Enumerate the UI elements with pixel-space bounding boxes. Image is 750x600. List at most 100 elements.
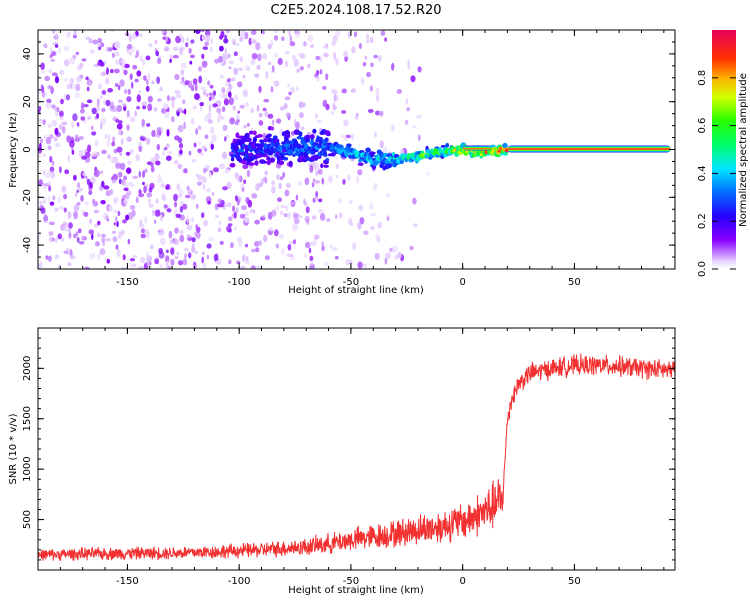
heatmap-cell bbox=[315, 171, 318, 177]
heatmap-cell bbox=[63, 207, 67, 213]
heatmap-cell bbox=[343, 50, 348, 57]
heatmap-cell bbox=[106, 140, 110, 147]
heatmap-cell bbox=[139, 136, 145, 141]
heatmap-cell bbox=[201, 60, 208, 68]
heatmap-cell bbox=[281, 36, 285, 41]
heatmap-cell bbox=[203, 265, 207, 269]
heatmap-cell bbox=[54, 142, 61, 148]
heatmap-cell bbox=[40, 207, 46, 215]
heatmap-cell bbox=[230, 242, 234, 249]
heatmap-cell bbox=[375, 87, 380, 96]
heatmap-cell bbox=[335, 163, 339, 170]
heatmap-cell bbox=[96, 107, 101, 112]
heatmap-cell bbox=[40, 84, 44, 91]
heatmap-cell bbox=[170, 116, 175, 123]
heatmap-cell bbox=[195, 128, 198, 135]
heatmap-cell bbox=[235, 207, 239, 214]
x-tick-label: -50 bbox=[343, 576, 359, 587]
heatmap-y-axis-label: Frequency (Hz) bbox=[8, 112, 19, 188]
heatmap-cell bbox=[237, 236, 243, 244]
heatmap-cell bbox=[290, 86, 295, 94]
heatmap-cell bbox=[330, 244, 333, 249]
heatmap-cell bbox=[237, 81, 243, 88]
heatmap-cell bbox=[194, 83, 198, 92]
colorbar-ticks: 0.0 0.2 0.4 0.6 0.8 bbox=[697, 70, 736, 277]
heatmap-cell bbox=[152, 210, 156, 214]
heatmap-cell bbox=[163, 204, 168, 209]
heatmap-cell bbox=[165, 155, 172, 161]
heatmap-cell bbox=[131, 32, 137, 40]
heatmap-cell bbox=[359, 217, 365, 225]
heatmap-cell bbox=[405, 98, 409, 105]
heatmap-cell bbox=[162, 103, 169, 110]
heatmap-cell bbox=[159, 264, 163, 268]
heatmap-cell bbox=[116, 249, 121, 257]
heatmap-cell bbox=[101, 90, 107, 95]
heatmap-cell bbox=[224, 34, 228, 40]
heatmap-cell bbox=[179, 229, 184, 235]
heatmap-cell bbox=[138, 33, 143, 38]
heatmap-cell bbox=[225, 30, 230, 34]
heatmap-cell bbox=[57, 233, 62, 240]
heatmap-cell bbox=[228, 97, 234, 106]
heatmap-cell bbox=[208, 104, 212, 113]
heatmap-cell bbox=[88, 38, 93, 44]
heatmap-cell bbox=[230, 77, 236, 82]
heatmap-ridge-cell bbox=[324, 130, 331, 136]
heatmap-cell bbox=[305, 241, 311, 249]
heatmap-cell bbox=[185, 194, 191, 199]
heatmap-ridge-cell bbox=[309, 134, 315, 140]
heatmap-cell bbox=[362, 61, 367, 67]
heatmap-cell bbox=[250, 210, 254, 214]
heatmap-cell bbox=[130, 183, 135, 188]
heatmap-cell bbox=[138, 189, 142, 195]
heatmap-cell bbox=[293, 58, 299, 67]
heatmap-cell bbox=[84, 266, 90, 269]
heatmap-cell bbox=[43, 153, 46, 158]
heatmap-cell bbox=[82, 171, 86, 177]
heatmap-cell bbox=[59, 110, 64, 118]
heatmap-cell bbox=[126, 136, 132, 142]
heatmap-cell bbox=[412, 125, 417, 129]
heatmap-cell bbox=[292, 239, 297, 245]
heatmap-y-ticks: -40 -20 0 20 40 bbox=[22, 29, 675, 270]
heatmap-cell bbox=[353, 31, 358, 38]
heatmap-cell bbox=[91, 233, 94, 241]
heatmap-cell bbox=[149, 182, 155, 190]
heatmap-cell bbox=[117, 231, 122, 240]
heatmap-cell bbox=[309, 44, 315, 49]
heatmap-cell bbox=[221, 151, 228, 160]
heatmap-cell bbox=[242, 74, 246, 79]
heatmap-cell bbox=[140, 233, 147, 239]
figure-title: C2E5.2024.108.17.52.R20 bbox=[270, 3, 441, 18]
heatmap-ridge-cell bbox=[312, 128, 317, 134]
heatmap-cell bbox=[373, 182, 378, 191]
heatmap-cell bbox=[409, 245, 414, 251]
heatmap-cell bbox=[98, 83, 103, 90]
heatmap-ridge-cell bbox=[324, 137, 329, 142]
heatmap-cell bbox=[415, 114, 422, 119]
heatmap-cell bbox=[44, 173, 51, 179]
heatmap-cell bbox=[243, 90, 247, 96]
heatmap-cell bbox=[50, 58, 55, 62]
heatmap-cell bbox=[183, 108, 187, 115]
heatmap-cell bbox=[138, 266, 144, 269]
heatmap-cell bbox=[250, 108, 255, 114]
heatmap-cell bbox=[182, 203, 188, 210]
heatmap-cell bbox=[166, 95, 170, 102]
heatmap-cell bbox=[192, 105, 197, 110]
colorbar-tick-label: 0.0 bbox=[697, 261, 708, 277]
heatmap-cell bbox=[136, 94, 141, 103]
heatmap-cell bbox=[100, 200, 106, 205]
heatmap-cell bbox=[271, 65, 275, 73]
heatmap-cell bbox=[232, 105, 236, 111]
heatmap-cell bbox=[63, 45, 70, 52]
heatmap-cell bbox=[53, 136, 58, 142]
heatmap-cell bbox=[115, 162, 121, 169]
heatmap-band-layer bbox=[507, 148, 671, 150]
heatmap-cell bbox=[284, 189, 290, 197]
snr-x-ticks: -150 -100 -50 0 50 bbox=[37, 328, 665, 587]
heatmap-cell bbox=[80, 116, 86, 121]
heatmap-cell bbox=[407, 59, 411, 67]
heatmap-cell bbox=[107, 134, 111, 142]
